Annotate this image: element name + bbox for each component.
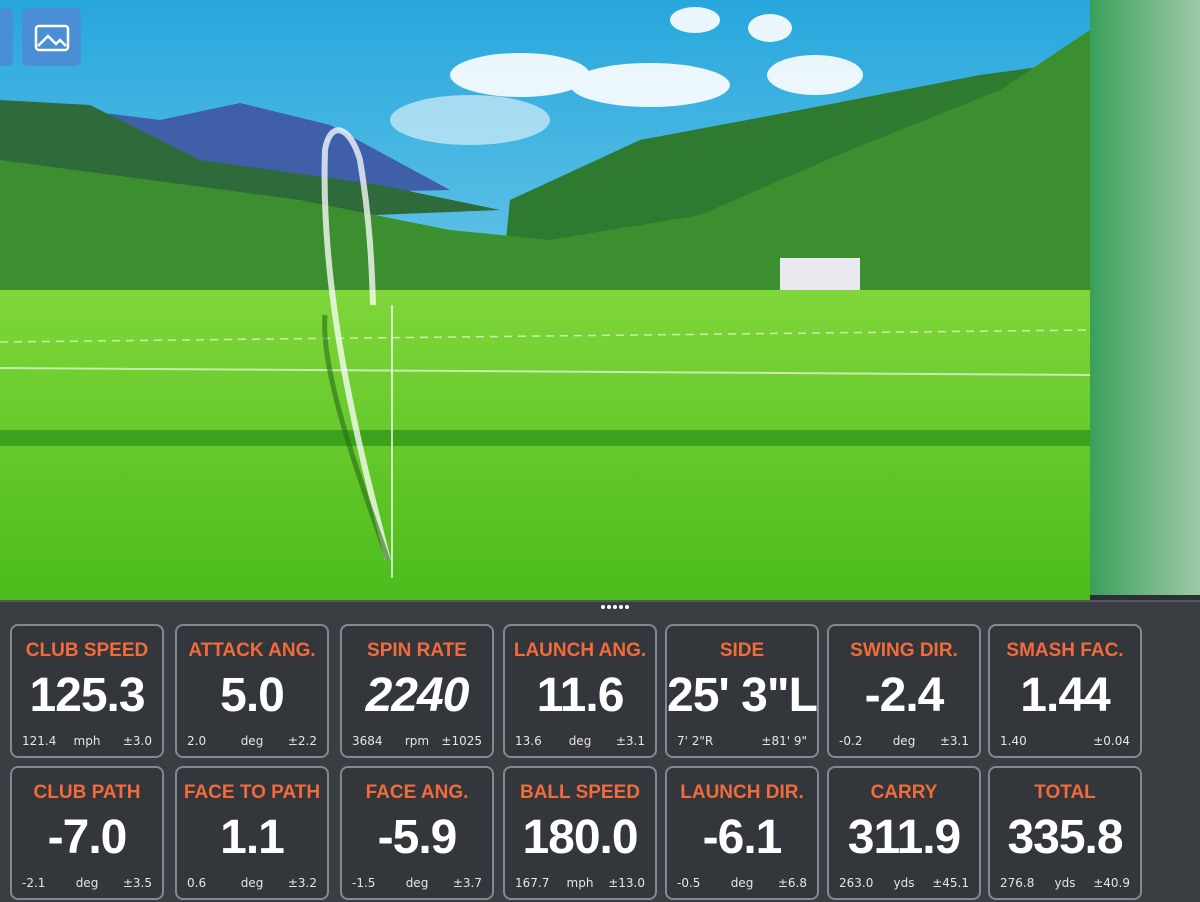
metric-tile: LAUNCH ANG. 11.6 13.6 deg ±3.1: [503, 624, 657, 758]
metric-label: ATTACK ANG.: [188, 640, 316, 661]
metric-low: 3684: [352, 734, 383, 748]
metric-low: -0.5: [677, 876, 701, 890]
metric-tile: FACE ANG. -5.9 -1.5 deg ±3.7: [340, 766, 494, 900]
metric-label: CLUB PATH: [33, 782, 141, 803]
metric-low: 263.0: [839, 876, 874, 890]
metric-label: BALL SPEED: [519, 782, 640, 803]
metric-range: ±2.2: [287, 734, 317, 748]
metric-tile: SMASH FAC. 1.44 1.40 ±0.04: [988, 624, 1142, 758]
metric-unit: deg: [892, 734, 916, 748]
metric-value: 335.8: [1007, 811, 1123, 864]
metric-range: ±81' 9": [761, 734, 807, 748]
metric-unit: rpm: [404, 734, 430, 748]
metric-low: 121.4: [22, 734, 57, 748]
metric-range: ±40.9: [1093, 876, 1130, 890]
metric-range: ±3.7: [452, 876, 482, 890]
metric-low: -2.1: [22, 876, 46, 890]
menu-button[interactable]: [0, 8, 13, 66]
metric-unit: yds: [1054, 876, 1076, 890]
metric-unit: deg: [240, 876, 264, 890]
metric-range: ±3.1: [939, 734, 969, 748]
metric-low: -1.5: [352, 876, 376, 890]
clouds: [390, 7, 863, 145]
metric-tile: SIDE 25' 3"L 7' 2"R ±81' 9": [665, 624, 819, 758]
metric-tile: SPIN RATE 2240 3684 rpm ±1025: [340, 624, 494, 758]
metric-unit: deg: [240, 734, 264, 748]
course-view: [0, 0, 1200, 605]
metric-tile: ATTACK ANG. 5.0 2.0 deg ±2.2: [175, 624, 329, 758]
metric-unit: deg: [75, 876, 99, 890]
metric-range: ±0.04: [1093, 734, 1130, 748]
metric-tile: CLUB PATH -7.0 -2.1 deg ±3.5: [10, 766, 164, 900]
metric-tile: LAUNCH DIR. -6.1 -0.5 deg ±6.8: [665, 766, 819, 900]
fairway: [0, 290, 1090, 605]
metric-label: LAUNCH ANG.: [513, 640, 647, 661]
clubhouse: [780, 258, 860, 290]
metric-value: -2.4: [864, 669, 945, 722]
metric-value: 25' 3"L: [667, 669, 818, 722]
metric-tile: TOTAL 335.8 276.8 yds ±40.9: [988, 766, 1142, 900]
metrics-panel: CLUB SPEED 125.3 121.4 mph ±3.0 ATTACK ANG. 5.…: [0, 600, 1200, 902]
metric-range: ±45.1: [932, 876, 969, 890]
metric-tile: SWING DIR. -2.4 -0.2 deg ±3.1: [827, 624, 981, 758]
metric-value: 1.1: [220, 811, 285, 864]
metric-value: 5.0: [220, 669, 285, 722]
metric-low: 276.8: [1000, 876, 1035, 890]
image-button[interactable]: [22, 8, 81, 66]
metric-value: 2240: [365, 669, 470, 722]
metric-unit: deg: [405, 876, 429, 890]
metric-tile: BALL SPEED 180.0 167.7 mph ±13.0: [503, 766, 657, 900]
metric-low: 1.40: [1000, 734, 1027, 748]
metric-value: -5.9: [377, 811, 458, 864]
metric-unit: deg: [730, 876, 754, 890]
metric-low: 167.7: [515, 876, 550, 890]
metric-unit: yds: [893, 876, 915, 890]
metric-value: 1.44: [1020, 669, 1110, 722]
metric-range: ±13.0: [608, 876, 645, 890]
metric-low: 0.6: [187, 876, 207, 890]
metric-range: ±3.2: [287, 876, 317, 890]
metric-label: TOTAL: [1034, 782, 1096, 803]
metric-value: 311.9: [847, 811, 961, 864]
metric-unit: deg: [568, 734, 592, 748]
metric-range: ±1025: [441, 734, 482, 748]
metric-value: -7.0: [47, 811, 128, 864]
distance-line: [0, 367, 1091, 376]
metric-label: CLUB SPEED: [25, 640, 149, 661]
metric-low: -0.2: [839, 734, 863, 748]
metric-label: SWING DIR.: [850, 640, 958, 661]
side-panel: [1090, 0, 1200, 595]
metric-value: 125.3: [29, 669, 145, 722]
metric-label: LAUNCH DIR.: [680, 782, 804, 803]
metric-low: 2.0: [187, 734, 207, 748]
metric-value: -6.1: [702, 811, 783, 864]
metric-tile: CLUB SPEED 125.3 121.4 mph ±3.0: [10, 624, 164, 758]
stripe: [0, 430, 1090, 446]
metric-low: 7' 2"R: [677, 734, 714, 748]
metric-label: SPIN RATE: [367, 640, 467, 661]
metric-range: ±6.8: [777, 876, 807, 890]
metric-range: ±3.0: [122, 734, 152, 748]
metric-range: ±3.5: [122, 876, 152, 890]
image-icon: [37, 34, 67, 47]
metric-label: SIDE: [719, 640, 765, 661]
metric-unit: mph: [73, 734, 101, 748]
ball-trail: [321, 127, 391, 561]
metric-label: SMASH FAC.: [1006, 640, 1124, 661]
metric-label: FACE ANG.: [365, 782, 469, 803]
metric-low: 13.6: [515, 734, 542, 748]
metric-unit: mph: [566, 876, 594, 890]
ball-shadow: [322, 314, 391, 561]
metric-tile: CARRY 311.9 263.0 yds ±45.1: [827, 766, 981, 900]
metric-label: FACE TO PATH: [183, 782, 321, 803]
metric-value: 180.0: [522, 811, 638, 864]
trees: [0, 30, 1090, 320]
image-icon: [34, 24, 70, 52]
metric-tile: FACE TO PATH 1.1 0.6 deg ±3.2: [175, 766, 329, 900]
metric-label: CARRY: [870, 782, 938, 803]
metric-value: 11.6: [536, 669, 625, 722]
drag-handle[interactable]: [600, 604, 630, 610]
metric-range: ±3.1: [615, 734, 645, 748]
